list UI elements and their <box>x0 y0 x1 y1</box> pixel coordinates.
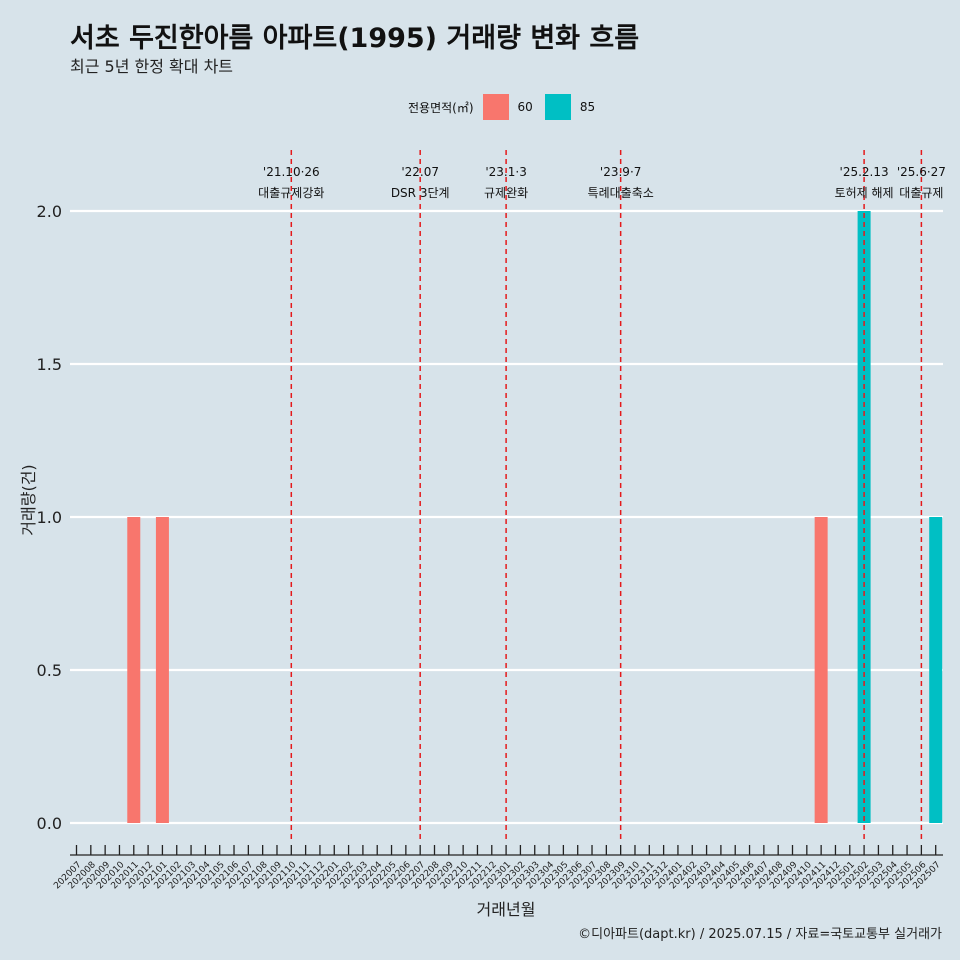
event-date-label: '22.07 <box>401 165 439 179</box>
y-axis-title: 거래량(건) <box>19 464 38 535</box>
event-name-label: 토허제 해제 <box>835 186 894 200</box>
y-tick-label: 0.0 <box>37 814 62 833</box>
y-tick-label: 0.5 <box>37 661 62 680</box>
y-tick-label: 1.0 <box>37 508 62 527</box>
bar-60-202011 <box>127 517 141 823</box>
event-date-label: '23.1·3 <box>485 165 526 179</box>
y-tick-label: 1.5 <box>37 355 62 374</box>
bar-60-202101 <box>155 517 169 823</box>
chart-title: 서초 두진한아름 아파트(1995) 거래량 변화 흐름 <box>70 23 640 54</box>
bar-85-202502 <box>857 211 871 823</box>
event-name-label: DSR 3단계 <box>391 186 450 200</box>
event-name-label: 특례대출축소 <box>588 186 654 200</box>
legend-swatch-60 <box>482 94 509 120</box>
event-date-label: '25.2.13 <box>840 165 889 179</box>
event-name-label: 대출규제 <box>899 186 943 200</box>
legend-label-60: 60 <box>517 100 533 114</box>
event-name-label: 규제완화 <box>484 186 528 200</box>
event-date-label: '23.9·7 <box>600 165 641 179</box>
legend-item-85: 85 <box>544 94 596 120</box>
source-caption: ©디아파트(dapt.kr) / 2025.07.15 / 자료=국토교통부 실… <box>578 927 942 942</box>
y-tick-label: 2.0 <box>37 202 62 221</box>
legend-title: 전용면적(㎡) <box>408 100 474 115</box>
event-name-label: 대출규제강화 <box>258 186 324 200</box>
event-date-label: '25.6·27 <box>897 165 946 179</box>
bar-85-202507 <box>929 517 943 823</box>
legend-label-85: 85 <box>579 100 596 114</box>
legend-item-60: 60 <box>482 94 533 120</box>
legend-swatch-85 <box>544 94 571 120</box>
x-axis-title: 거래년월 <box>477 900 536 919</box>
event-date-label: '21.10·26 <box>263 165 320 179</box>
bar-60-202411 <box>814 517 828 823</box>
chart-subtitle: 최근 5년 한정 확대 차트 <box>70 57 234 76</box>
legend: 전용면적(㎡) 60 85 <box>408 93 607 121</box>
